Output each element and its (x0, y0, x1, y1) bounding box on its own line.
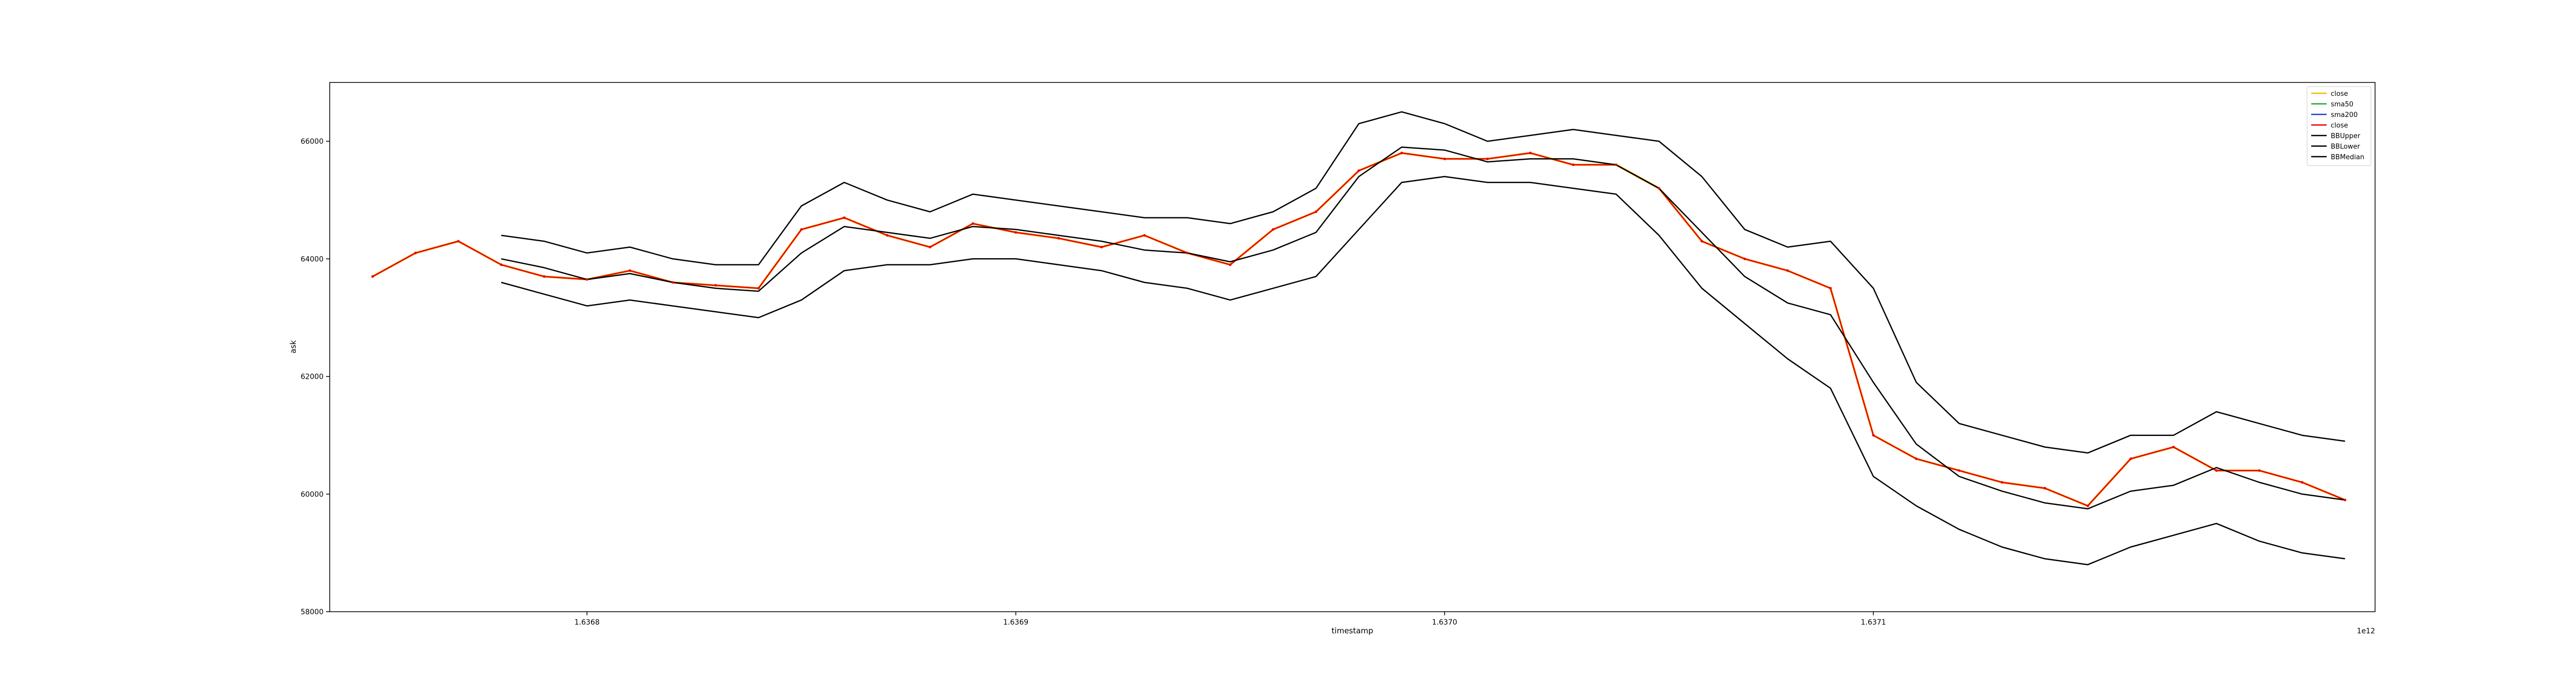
close-point (1700, 240, 1703, 243)
close-point (886, 234, 889, 237)
y-tick-label: 58000 (300, 608, 324, 616)
x-axis-offset-label: 1e12 (2357, 627, 2375, 635)
close-point (2258, 469, 2261, 472)
bbmedian-line (501, 146, 2345, 510)
x-tick-label: 1.6369 (1003, 618, 1028, 627)
legend-label: close (2331, 122, 2348, 130)
close-point (1057, 237, 1060, 240)
legend-label: BBLower (2331, 143, 2360, 151)
close-point (2086, 505, 2089, 508)
close-point (1958, 469, 1961, 472)
legend-label: sma50 (2331, 101, 2353, 109)
close-point (928, 246, 931, 249)
y-tick-label: 60000 (300, 491, 324, 499)
close-point (714, 284, 717, 287)
close-point (1829, 287, 1832, 290)
close-point (2215, 469, 2218, 472)
legend: close sma50 sma200 close BBUpper BBLower BBMed… (2307, 86, 2371, 166)
plot-area (371, 111, 2347, 565)
close-point (414, 251, 417, 255)
y-tick-label: 66000 (300, 138, 324, 146)
legend-label: close (2331, 90, 2348, 98)
close-point (800, 228, 803, 231)
y-tick-label: 64000 (300, 255, 324, 263)
close-point (1272, 228, 1275, 231)
close-point (1529, 152, 1532, 155)
close-point (1572, 163, 1575, 166)
legend-label: BBUpper (2331, 132, 2361, 140)
close-point (2001, 481, 2004, 484)
plot-frame (329, 82, 2376, 612)
y-axis-label: ask (289, 340, 298, 354)
close-line-yellow (372, 152, 2346, 507)
close-point (1100, 246, 1103, 249)
legend-label: BBMedian (2331, 154, 2364, 161)
close-point (843, 216, 846, 219)
close-point (1357, 169, 1360, 172)
close-point (2129, 457, 2132, 460)
close-point (1186, 251, 1189, 255)
close-point (1443, 157, 1446, 160)
close-point (671, 281, 674, 284)
close-point (2301, 481, 2304, 484)
close-point (457, 240, 460, 243)
bblower-line (501, 176, 2345, 565)
close-point (585, 278, 588, 281)
close-point (2043, 486, 2046, 490)
close-point (1400, 152, 1403, 155)
close-point (1014, 231, 1018, 234)
close-point (1743, 257, 1747, 260)
y-tick-label: 62000 (300, 373, 324, 381)
close-point (757, 287, 760, 290)
close-point (1872, 434, 1875, 437)
close-point (2344, 498, 2347, 501)
close-point (1914, 457, 1918, 460)
close-line-red (372, 152, 2346, 507)
close-point (500, 263, 503, 266)
x-tick-label: 1.6370 (1432, 618, 1457, 627)
close-point (1615, 163, 1618, 166)
x-tick-label: 1.6368 (574, 618, 600, 627)
legend-label: sma200 (2331, 111, 2358, 119)
close-point (971, 222, 974, 225)
close-point (371, 275, 374, 278)
close-point (1486, 157, 1489, 160)
bbupper-line (501, 111, 2345, 454)
close-point (1143, 234, 1146, 237)
close-point (1657, 187, 1660, 190)
x-tick-label: 1.6371 (1861, 618, 1886, 627)
x-axis-label: timestamp (1332, 626, 1374, 635)
close-point (1314, 210, 1317, 213)
close-point (1229, 263, 1232, 266)
close-point (629, 269, 632, 272)
close-point (2172, 445, 2175, 448)
y-axis: 58000 60000 62000 64000 66000 (300, 138, 330, 616)
close-point (543, 275, 546, 278)
x-axis: 1.6368 1.6369 1.6370 1.6371 (574, 612, 1886, 627)
close-point (1786, 269, 1789, 272)
